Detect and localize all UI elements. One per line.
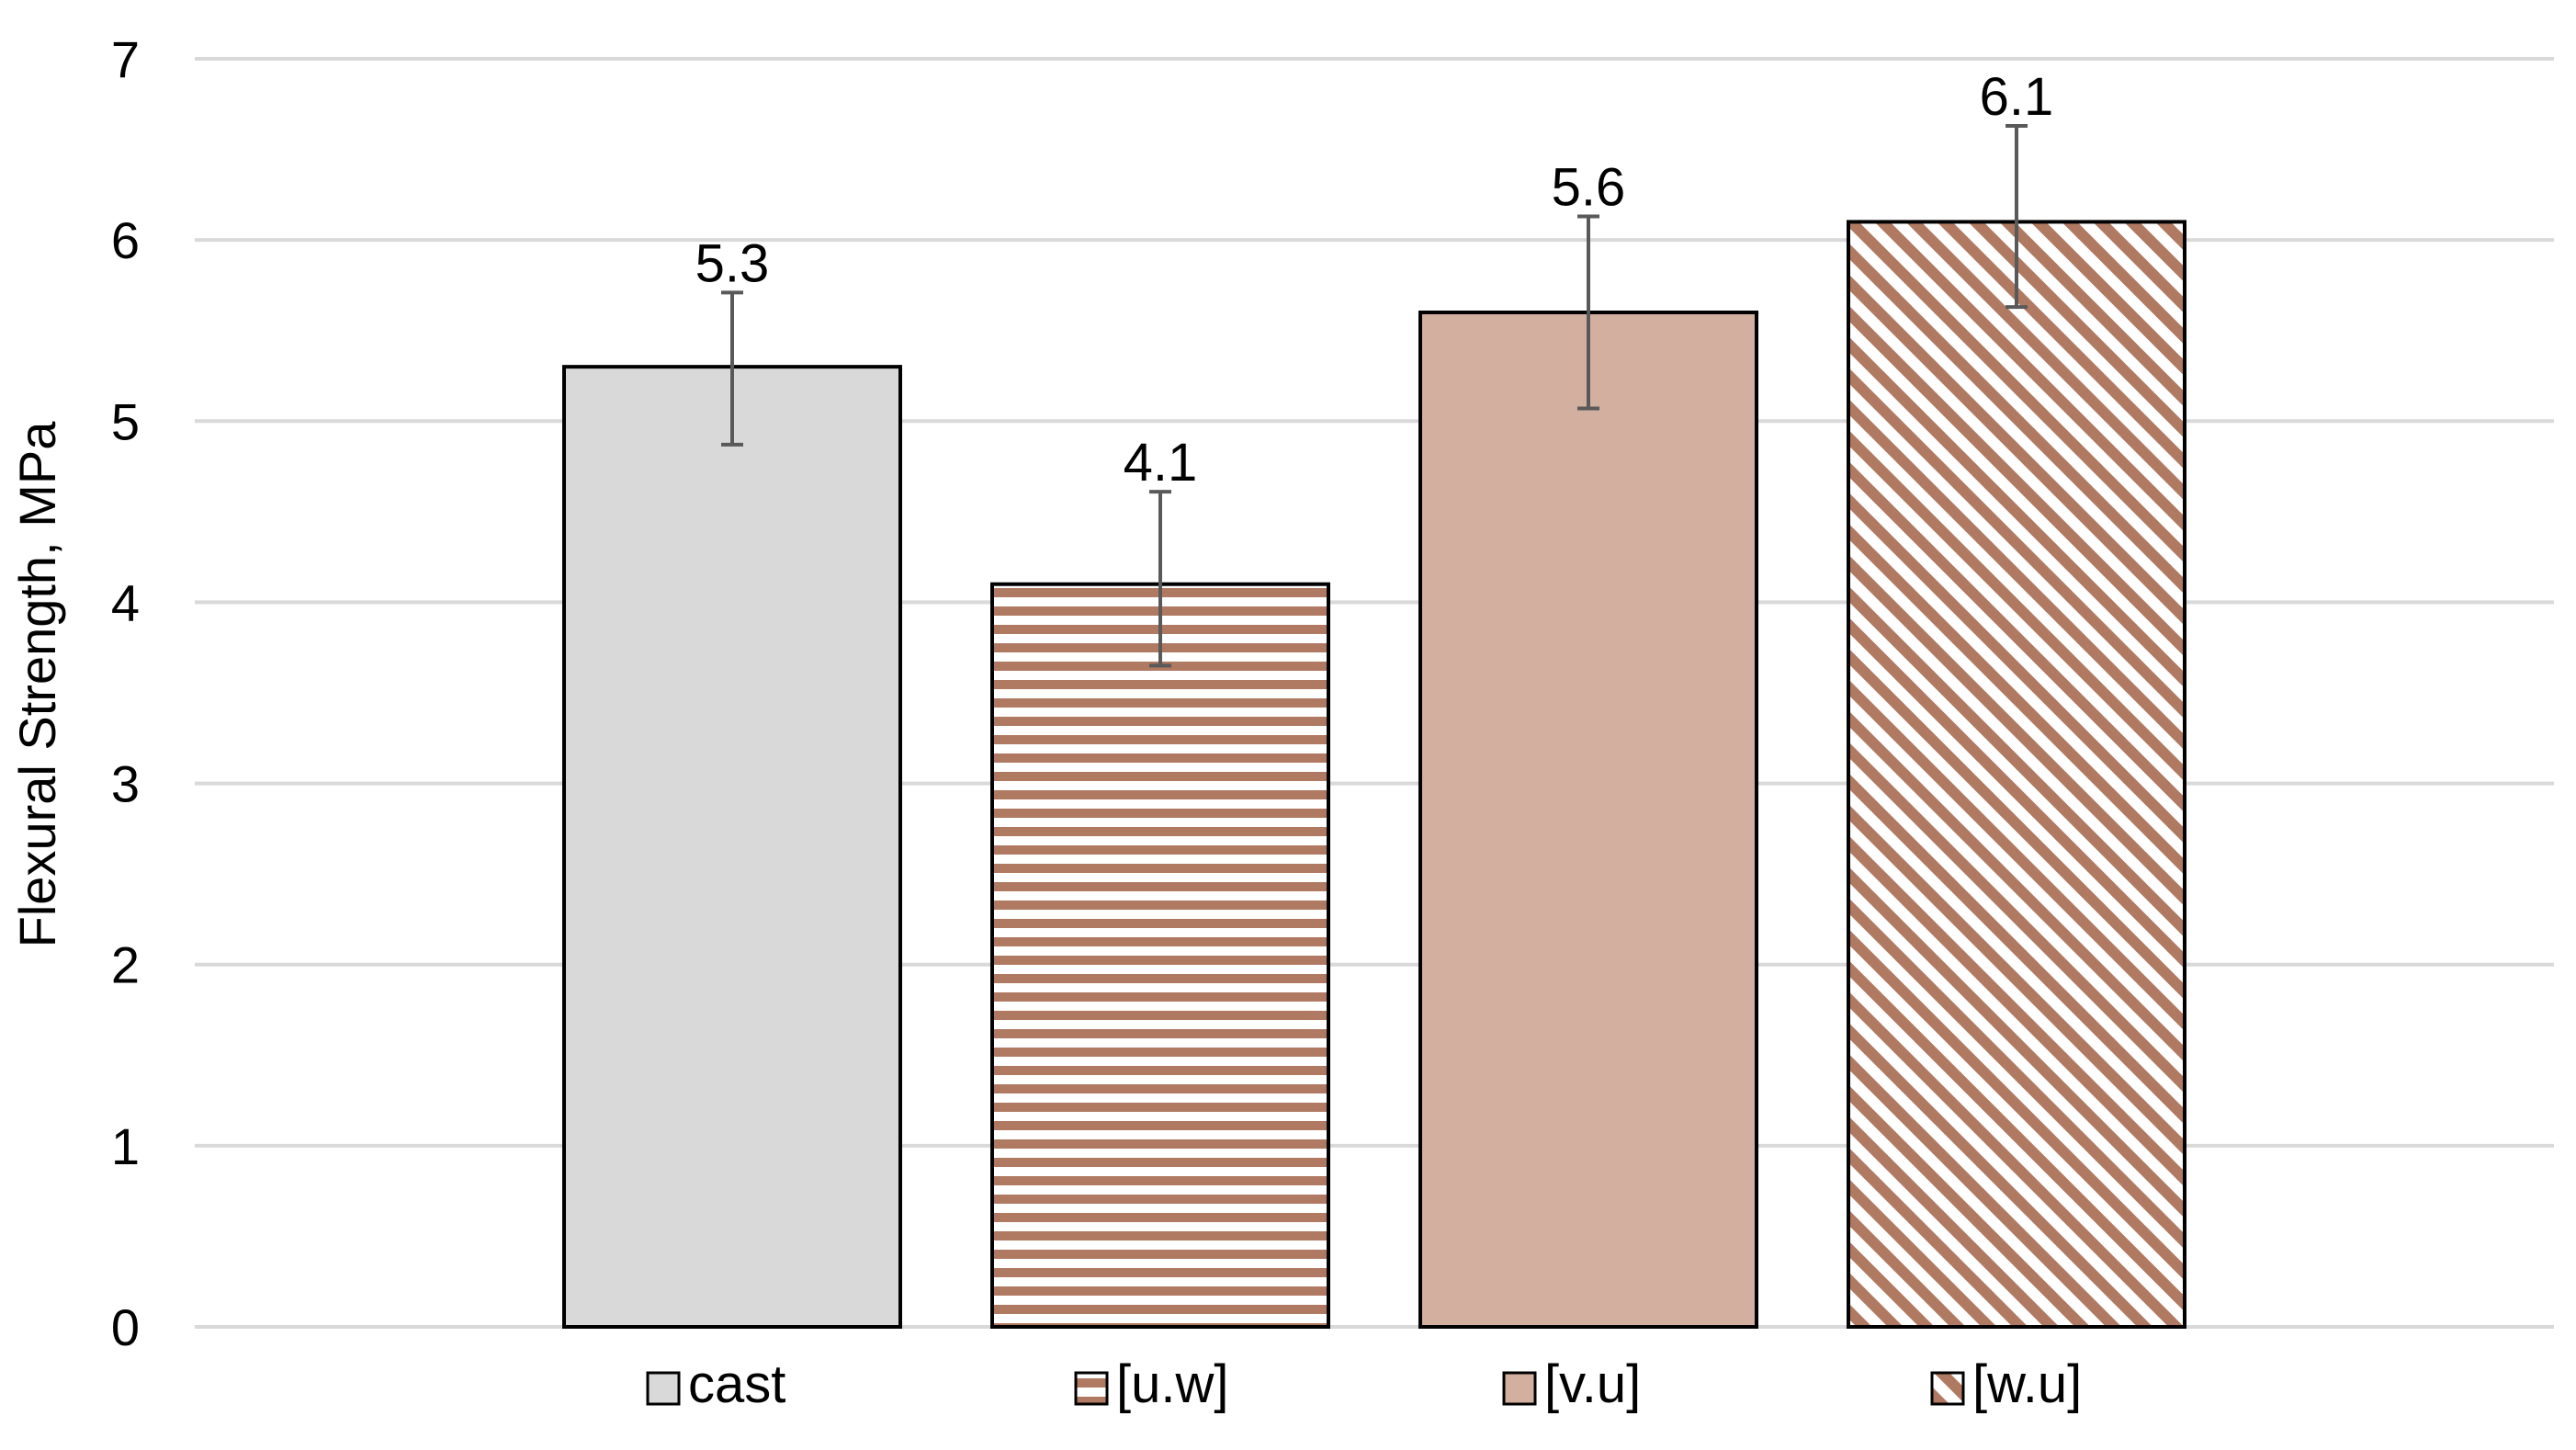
legend-label: cast [688,1354,785,1414]
legend: cast [u.w] [v.u] [w.u] [646,1354,2082,1414]
y-tick-label: 2 [111,936,140,994]
error-bar [1149,490,1171,668]
legend-item-2: [v.u] [1502,1354,1641,1414]
bars [562,220,2186,1330]
bar-[v.u] [1418,311,1758,1329]
legend-swatch [646,1371,681,1406]
legend-item-3: [w.u] [1930,1354,2082,1414]
legend-swatch [1502,1371,1537,1406]
bar-[u.w] [990,582,1330,1329]
data-label: 4.1 [1124,433,1198,493]
error-bar [721,290,743,447]
data-label: 5.3 [695,233,770,293]
legend-label: [w.u] [1972,1354,2082,1414]
legend-label: [u.w] [1116,1354,1229,1414]
data-labels: 5.3 4.1 5.6 6.1 [695,67,2054,493]
error-bars [721,123,2028,668]
legend-label: [v.u] [1544,1354,1641,1414]
legend-swatch [1074,1371,1109,1406]
y-axis-label: Flexural Strength, MPa [8,421,66,948]
y-tick-label: 3 [111,755,140,813]
data-label: 6.1 [1980,67,2054,127]
y-tick-label: 0 [111,1298,140,1356]
legend-item-1: [u.w] [1074,1354,1229,1414]
y-tick-label: 7 [111,30,140,88]
y-tick-label: 6 [111,211,140,269]
legend-item-0: cast [646,1354,785,1414]
gridlines [195,57,2554,1329]
bar-cast [562,365,902,1330]
bar-[w.u] [1847,220,2186,1329]
y-tick-label: 5 [111,392,140,450]
y-tick-label: 1 [111,1117,140,1175]
legend-swatch [1930,1371,1965,1406]
data-label: 5.6 [1552,158,1626,218]
error-bar [2005,123,2028,310]
error-bar [1577,214,1599,411]
y-axis-ticks: 0 1 2 3 4 5 6 7 [111,30,140,1356]
y-tick-label: 4 [111,573,140,631]
